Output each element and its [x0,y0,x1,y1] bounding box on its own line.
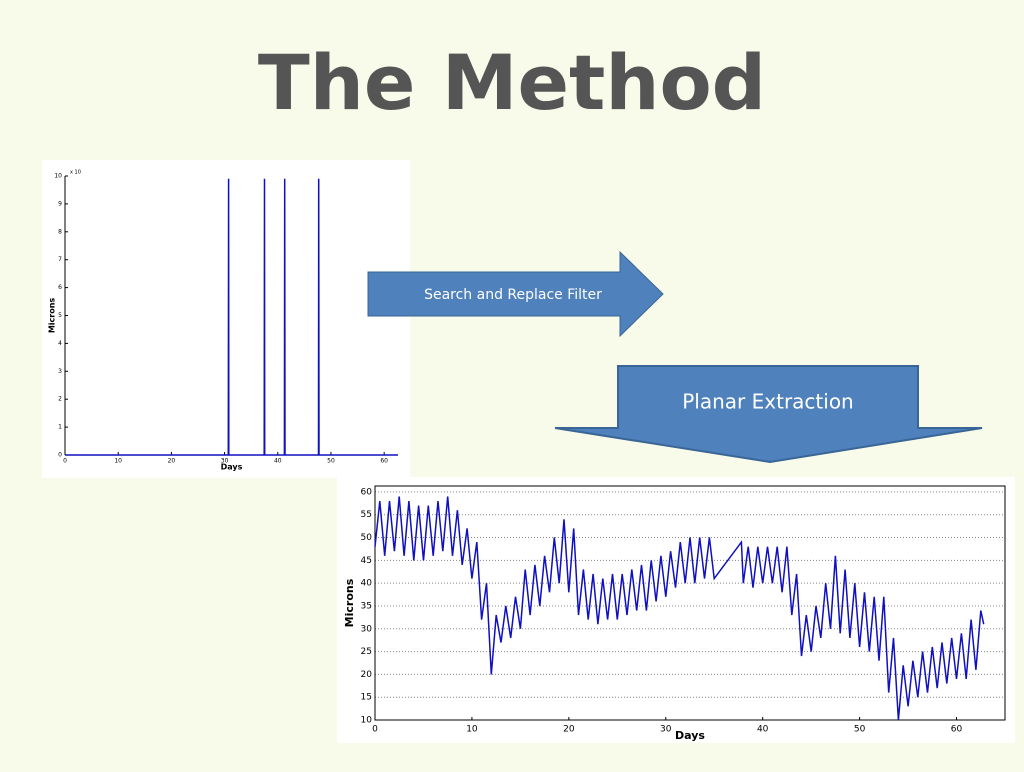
y-tick-label: 5 [58,312,62,319]
x-tick-label: 30 [660,725,672,735]
data-line [65,178,398,456]
data-line [374,496,985,721]
x-axis-label: Days [675,729,705,742]
y-tick-label: 8 [58,228,62,235]
arrow-label: Planar Extraction [682,390,853,414]
x-tick-label: 40 [757,725,769,735]
y-tick-label: 30 [361,624,373,634]
scale-label: x 10 [70,170,81,176]
x-tick-label: 0 [63,458,67,465]
y-tick-label: 3 [58,368,62,375]
y-tick-label: 40 [361,579,373,589]
y-tick-label: 45 [361,556,372,566]
chart-panel [337,477,1015,743]
y-tick-label: 55 [361,510,372,520]
right-arrow [367,250,664,338]
x-axis-label: Days [221,463,243,472]
y-axis-label: Microns [48,298,57,334]
x-tick-label: 20 [563,725,575,735]
x-tick-label: 0 [372,725,378,735]
x-tick-label: 60 [380,458,388,465]
x-tick-label: 60 [951,725,963,735]
y-tick-label: 50 [361,533,373,543]
y-tick-label: 60 [361,487,373,497]
arrow-label: Search and Replace Filter [424,287,602,303]
y-tick-label: 25 [361,647,372,657]
down-arrow [554,365,983,464]
y-tick-label: 6 [58,284,62,291]
x-tick-label: 40 [274,458,282,465]
y-tick-label: 10 [361,716,373,726]
x-tick-label: 50 [327,458,335,465]
y-tick-label: 9 [58,200,62,207]
y-tick-label: 15 [361,693,372,703]
y-axis-label: Microns [343,578,356,627]
x-tick-label: 20 [168,458,176,465]
y-tick-label: 0 [58,452,62,459]
x-tick-label: 30 [221,458,229,465]
y-tick-label: 20 [361,670,373,680]
y-tick-label: 2 [58,396,62,403]
y-tick-label: 4 [58,340,62,347]
y-tick-label: 10 [54,173,62,180]
slide-title: The Method [258,38,766,127]
y-tick-label: 1 [58,424,62,431]
x-tick-label: 10 [114,458,122,465]
chart-panel [42,160,410,478]
x-tick-label: 50 [854,725,866,735]
x-tick-label: 10 [466,725,478,735]
y-tick-label: 7 [58,256,62,263]
y-tick-label: 35 [361,601,372,611]
